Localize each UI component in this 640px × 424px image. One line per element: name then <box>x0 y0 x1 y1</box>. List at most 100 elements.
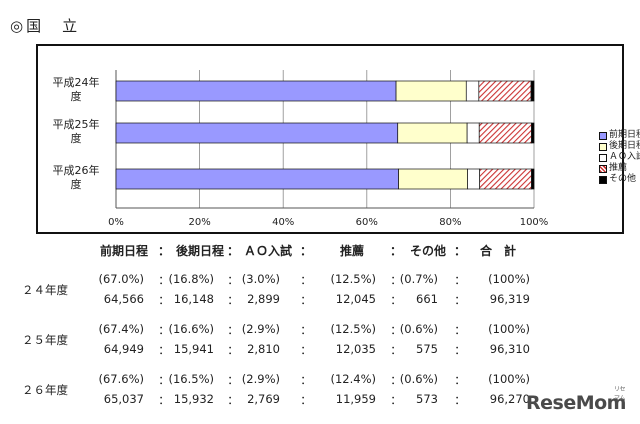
row-0-percent-sep-9: ： <box>454 273 466 287</box>
row-1-count-8: 575 <box>416 342 438 356</box>
legend-label-4: その他 <box>609 174 637 184</box>
row-2-count-4: 2,769 <box>247 392 280 406</box>
row-2-percent-4: (2.9%) <box>241 372 280 386</box>
category-label-0-1: 度 <box>71 89 82 103</box>
x-tick-label-3: 60% <box>356 217 378 228</box>
row-1-count-2: 15,941 <box>173 342 214 356</box>
header-sep-9: ： <box>453 244 466 258</box>
category-label-1-0: 平成25年 <box>53 117 100 131</box>
row-0-count-0: 64,566 <box>103 292 144 306</box>
bar-segment-1-4 <box>531 122 535 144</box>
row-0-percent-4: (3.0%) <box>241 272 280 286</box>
header-0: 前期日程 <box>100 244 149 258</box>
row-0-count-sep-9: ： <box>454 293 466 307</box>
resemom-watermark: ReseMom リセマム <box>526 386 626 414</box>
row-0-percent-sep-1: ： <box>158 273 170 287</box>
row-1-percent-sep-5: ： <box>300 323 312 337</box>
row-0-percent-sep-5: ： <box>300 273 312 287</box>
row-label-1: ２５年度 <box>22 333 68 347</box>
legend-label-1: 後期日程 <box>609 141 640 151</box>
watermark-sub-text: リセマム <box>614 386 626 402</box>
row-1-percent-0: (67.4%) <box>98 322 144 336</box>
row-1-count-0: 64,949 <box>103 342 144 356</box>
category-label-1-1: 度 <box>71 131 82 145</box>
row-2-count-10: 96,270 <box>489 392 530 406</box>
row-2-count-sep-3: ： <box>227 393 239 407</box>
chart-frame: 0% 20% 40% 60% 80% 100% 平成24年度平成25年度平成26年度 前期日… <box>36 44 640 234</box>
legend-item-1: 後期日程 <box>599 141 640 152</box>
row-1-count-10: 96,310 <box>489 342 530 356</box>
row-0-percent-2: (16.8%) <box>168 272 214 286</box>
row-0-percent-10: (100%) <box>488 272 530 286</box>
row-1-percent-sep-7: ： <box>390 323 402 337</box>
header-4: ＡＯ入試 <box>244 244 293 258</box>
row-2-percent-sep-9: ： <box>454 373 466 387</box>
header-sep-5: ： <box>299 244 312 258</box>
row-2-percent-sep-7: ： <box>390 373 402 387</box>
row-2-percent-sep-1: ： <box>158 373 170 387</box>
row-2-count-sep-1: ： <box>158 393 170 407</box>
x-tick-label-1: 20% <box>188 217 210 228</box>
category-label-2-0: 平成26年 <box>53 163 100 177</box>
row-2-percent-8: (0.6%) <box>399 372 438 386</box>
row-0-count-2: 16,148 <box>173 292 214 306</box>
x-tick-label-2: 40% <box>272 217 294 228</box>
row-0-count-sep-1: ： <box>158 293 170 307</box>
legend-label-3: 推薦 <box>609 163 628 173</box>
row-0-percent-sep-7: ： <box>390 273 402 287</box>
legend-item-2: ＡＯ入試 <box>599 152 640 163</box>
header-10: 合 計 <box>480 244 517 258</box>
legend-swatch-0 <box>599 131 607 140</box>
row-1-percent-sep-1: ： <box>158 323 170 337</box>
legend-swatch-1 <box>599 142 607 151</box>
row-0-percent-6: (12.5%) <box>330 272 376 286</box>
row-label-0: ２４年度 <box>22 283 68 297</box>
row-2-count-sep-7: ： <box>390 393 402 407</box>
header-sep-7: ： <box>389 244 402 258</box>
legend-label-2: ＡＯ入試 <box>609 152 640 162</box>
row-1-count-sep-7: ： <box>390 343 402 357</box>
legend-item-4: その他 <box>599 174 640 185</box>
row-0-count-10: 96,319 <box>489 292 530 306</box>
row-0-count-4: 2,899 <box>247 292 280 306</box>
row-0-count-sep-5: ： <box>300 293 312 307</box>
header-sep-1: ： <box>157 244 170 258</box>
row-2-percent-0: (67.6%) <box>98 372 144 386</box>
row-2-percent-sep-3: ： <box>227 373 239 387</box>
row-2-percent-10: (100%) <box>488 372 530 386</box>
row-1-percent-4: (2.9%) <box>241 322 280 336</box>
row-2-count-6: 11,959 <box>335 392 376 406</box>
header-2: 後期日程 <box>176 244 225 258</box>
row-1-percent-10: (100%) <box>488 322 530 336</box>
section-title: ◎国 立 <box>10 17 81 35</box>
bar-segment-0-4 <box>530 80 535 102</box>
row-0-percent-sep-3: ： <box>227 273 239 287</box>
category-label-0-0: 平成24年 <box>53 75 100 89</box>
row-2-count-sep-9: ： <box>454 393 466 407</box>
row-0-count-sep-7: ： <box>390 293 402 307</box>
x-tick-label-5: 100% <box>520 217 549 228</box>
row-1-percent-8: (0.6%) <box>399 322 438 336</box>
category-label-2-1: 度 <box>71 177 82 191</box>
row-0-percent-8: (0.7%) <box>399 272 438 286</box>
row-1-count-sep-1: ： <box>158 343 170 357</box>
row-0-percent-0: (67.0%) <box>98 272 144 286</box>
row-0-count-8: 661 <box>416 292 438 306</box>
x-tick-label-0: 0% <box>108 217 124 228</box>
row-1-count-sep-3: ： <box>227 343 239 357</box>
legend-item-3: 推薦 <box>599 163 640 174</box>
row-1-percent-sep-9: ： <box>454 323 466 337</box>
header-8: その他 <box>410 244 447 258</box>
row-label-2: ２６年度 <box>22 383 68 397</box>
legend-swatch-3 <box>599 164 607 173</box>
row-2-percent-2: (16.5%) <box>168 372 214 386</box>
legend-item-0: 前期日程 <box>599 130 640 141</box>
row-2-count-0: 65,037 <box>103 392 144 406</box>
bar-segment-2-4 <box>531 168 535 190</box>
row-2-count-2: 15,932 <box>173 392 214 406</box>
row-1-count-sep-5: ： <box>300 343 312 357</box>
row-1-count-sep-9: ： <box>454 343 466 357</box>
legend-swatch-4 <box>599 175 607 184</box>
row-2-percent-6: (12.4%) <box>330 372 376 386</box>
